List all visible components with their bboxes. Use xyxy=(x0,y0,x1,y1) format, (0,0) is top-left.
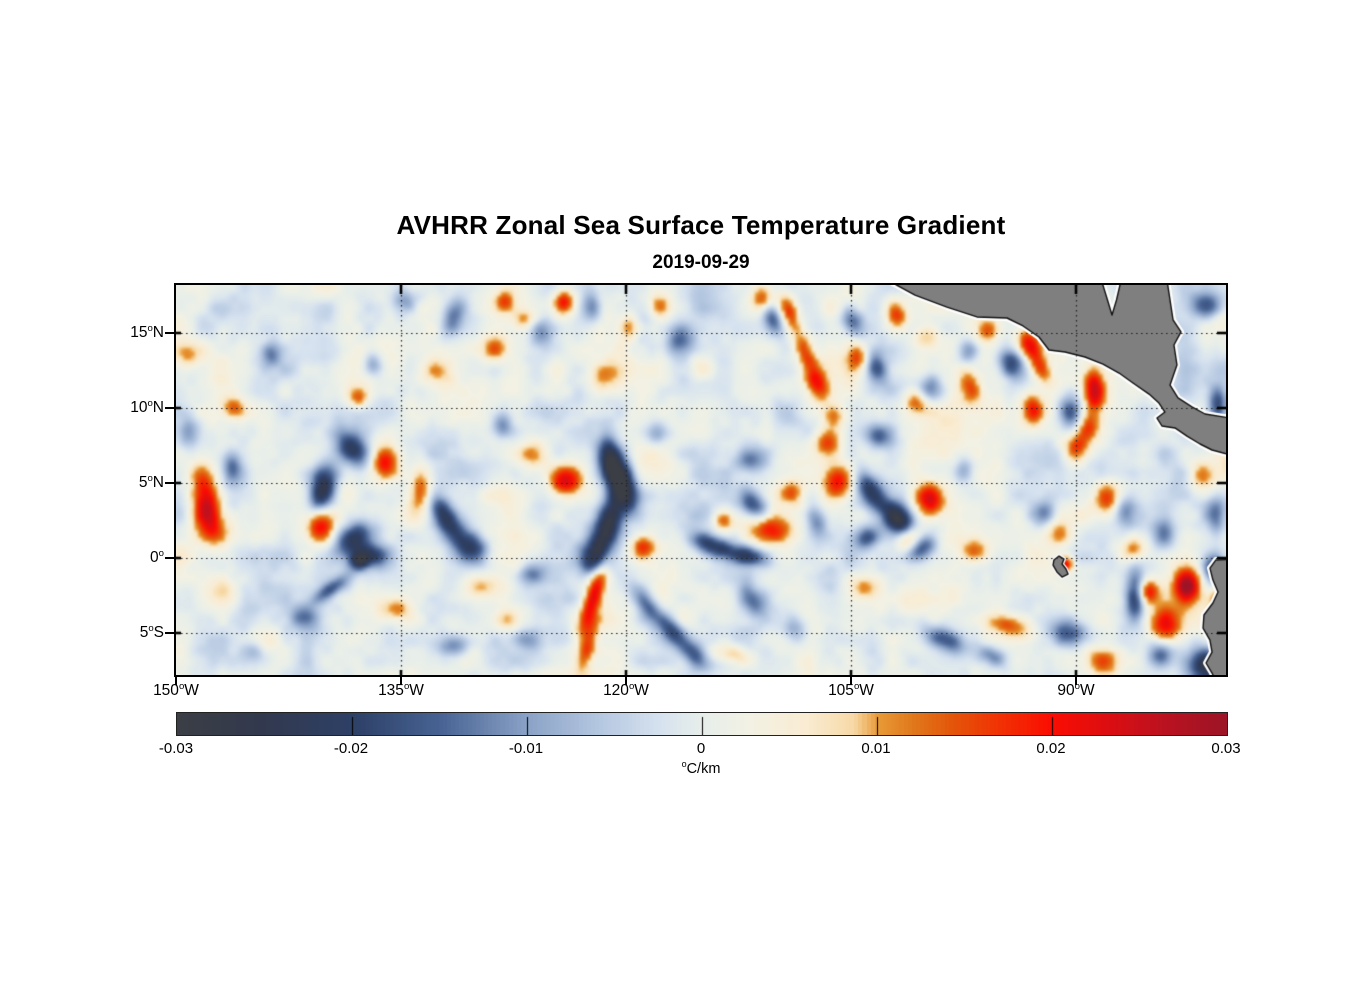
colorbar-tick-label: -0.03 xyxy=(158,740,194,757)
x-tick-label: 120oW xyxy=(603,680,649,699)
y-tick-mark xyxy=(165,481,176,485)
colorbar-tick-label: -0.02 xyxy=(333,740,369,757)
page-title: AVHRR Zonal Sea Surface Temperature Grad… xyxy=(396,210,1006,240)
sst-gradient-heatmap-canvas xyxy=(176,285,1226,675)
x-tick-label: 150oW xyxy=(153,680,199,699)
colorbar-tick-label: -0.01 xyxy=(508,740,544,757)
x-tick-mark xyxy=(624,675,628,685)
x-tick-label: 90oW xyxy=(1057,680,1095,699)
x-tick-mark xyxy=(1074,675,1078,685)
colorbar-tick-label: 0.02 xyxy=(1036,740,1066,757)
y-tick-label: 0o xyxy=(150,547,164,566)
colorbar: -0.03 -0.02 -0.01 0 0.01 0.02 0.03 xyxy=(159,712,1241,757)
map-plot-area: 15oN 10oN 5oN 0o 5oS 150oW 135oW 120oW 105oW 90o… xyxy=(130,283,1228,699)
x-tick-label: 105oW xyxy=(828,680,874,699)
degree-symbol: o xyxy=(681,759,687,770)
x-tick-mark xyxy=(174,675,178,685)
colorbar-unit-label: oC/km xyxy=(176,759,1226,777)
y-tick-label: 10oN xyxy=(130,397,164,416)
date-subtitle: 2019-09-29 xyxy=(652,252,750,273)
colorbar-tick-label: 0.03 xyxy=(1211,740,1241,757)
unit-text: C/km xyxy=(686,761,721,777)
y-tick-label: 5oN xyxy=(138,472,164,491)
x-tick-mark xyxy=(849,675,853,685)
colorbar-tick-label: 0 xyxy=(696,740,706,757)
y-tick-mark xyxy=(165,406,176,410)
colorbar-gradient-canvas xyxy=(176,712,1228,736)
x-tick-mark xyxy=(399,675,403,685)
x-tick-label: 135oW xyxy=(378,680,424,699)
y-tick-mark xyxy=(165,331,176,335)
y-tick-mark xyxy=(165,556,176,560)
y-tick-label: 5oS xyxy=(139,622,164,641)
y-tick-mark xyxy=(165,631,176,635)
colorbar-tick-label: 0.01 xyxy=(861,740,891,757)
y-tick-label: 15oN xyxy=(130,322,164,341)
